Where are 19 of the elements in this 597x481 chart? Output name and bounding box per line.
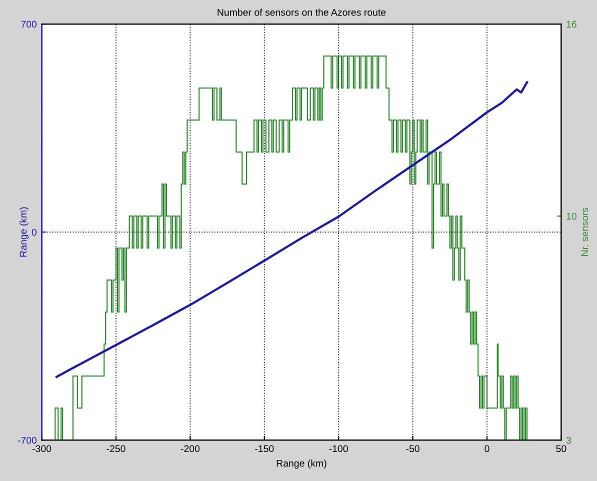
x-tick-label: -100 [329,445,348,452]
x-tick-label: -50 [406,445,420,452]
chart-title: Number of sensors on the Azores route [218,8,386,16]
y-tick-label: 700 [21,20,37,28]
line-series [56,81,528,378]
x-tick-label: 50 [556,445,566,452]
x-tick-label: -150 [255,445,274,452]
y-axis-title: Range (km) [20,207,29,257]
y2-axis-title: Nr. sensors [581,208,588,256]
y-tick-label: -700 [18,436,37,444]
x-tick-label: -250 [106,445,126,452]
x-tick-label: -300 [32,445,52,452]
x-tick-label: 0 [484,445,490,452]
y-tick-label: 0 [32,228,37,236]
x-tick-label: -200 [180,445,200,452]
y2-tick-label: 10 [566,212,576,220]
x-axis-title: Range (km) [276,460,326,469]
y2-tick-label: 16 [566,20,576,28]
y2-tick-label: 3 [566,436,572,444]
